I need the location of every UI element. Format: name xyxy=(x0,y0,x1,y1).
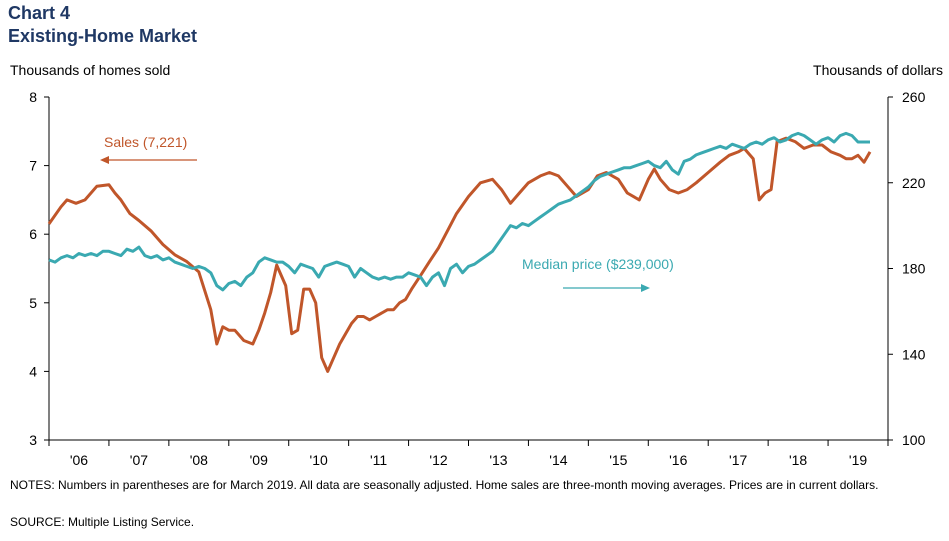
x-tick-label: '13 xyxy=(489,452,507,468)
median-price-series-line xyxy=(48,131,870,292)
sales-arrow-head xyxy=(100,156,109,164)
x-tick-label: '19 xyxy=(849,452,867,468)
chart-source: SOURCE: Multiple Listing Service. xyxy=(10,515,195,529)
x-tick-label: '08 xyxy=(190,452,208,468)
right-axis-label: Thousands of dollars xyxy=(813,62,943,78)
left-axis-label: Thousands of homes sold xyxy=(10,62,171,78)
chart-title: Existing-Home Market xyxy=(8,26,198,46)
x-tick-label: '17 xyxy=(729,452,747,468)
title-block: Chart 4 Existing-Home Market xyxy=(8,2,197,48)
x-tick-label: '06 xyxy=(70,452,88,468)
price-series-label: Median price ($239,000) xyxy=(522,256,674,272)
chart-axes: 3 4 5 6 7 8 100 140 180 220 260 '06 '07 '08 '09 '10 '11 '… xyxy=(29,89,925,468)
x-tick-label: '07 xyxy=(130,452,148,468)
x-tick-label: '16 xyxy=(669,452,687,468)
right-tick-label: 260 xyxy=(902,89,926,105)
left-tick-label: 5 xyxy=(29,295,37,311)
sales-series-line xyxy=(47,136,872,373)
annotation-layer: Sales (7,221) Median price ($239,000) xyxy=(100,134,674,292)
x-tick-label: '12 xyxy=(429,452,447,468)
left-tick-label: 6 xyxy=(29,226,37,242)
x-tick-label: '11 xyxy=(370,452,387,468)
left-tick-label: 8 xyxy=(29,89,37,105)
sales-series-label: Sales (7,221) xyxy=(104,134,187,150)
chart-notes: NOTES: Numbers in parentheses are for Ma… xyxy=(10,478,879,492)
price-arrow-head xyxy=(641,284,650,292)
x-tick-label: '14 xyxy=(549,452,567,468)
left-tick-label: 3 xyxy=(29,432,37,448)
right-tick-label: 220 xyxy=(902,175,926,191)
left-tick-label: 4 xyxy=(29,363,37,379)
left-tick-label: 7 xyxy=(29,158,37,174)
x-tick-label: '09 xyxy=(250,452,268,468)
right-tick-label: 100 xyxy=(902,432,926,448)
chart-number: Chart 4 xyxy=(8,3,71,23)
series-layer xyxy=(47,131,872,373)
right-tick-label: 180 xyxy=(902,261,926,277)
x-tick-label: '15 xyxy=(609,452,627,468)
x-tick-label: '10 xyxy=(310,452,328,468)
right-tick-label: 140 xyxy=(902,346,926,362)
x-tick-label: '18 xyxy=(789,452,807,468)
